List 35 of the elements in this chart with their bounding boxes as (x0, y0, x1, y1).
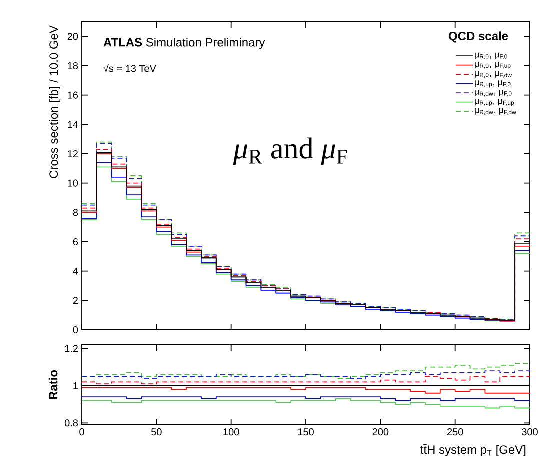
legend-label: μ$_{R,0}$, μ$_{F,up}$ (475, 62, 511, 70)
y-tick-label: 0.8 (64, 420, 78, 427)
y-tick-label: 6 (73, 238, 78, 246)
legend-label: μ$_{R,dw}$, μ$_{F,dw}$ (475, 108, 516, 116)
x-tick-label: 300 (522, 428, 538, 436)
annotation: μ$_{R}$ and μ$_{F}$ (233, 138, 348, 165)
y-tick-label: 20 (68, 33, 78, 40)
y-tick-label: 14 (68, 121, 78, 128)
y-tick-label: 18 (68, 62, 78, 70)
legend-label: μ$_{R,up}$, μ$_{F,up}$ (475, 99, 514, 106)
y-axis-title: Cross section [fb] / 10.0 GeV (49, 26, 60, 178)
y-tick-label: 12 (68, 150, 78, 158)
text: √s = 13 TeV (104, 64, 156, 72)
y-axis-title: Ratio (48, 370, 58, 400)
x-tick-label: 250 (447, 428, 464, 436)
y-tick-label: 4 (73, 268, 78, 275)
x-tick-label: 200 (372, 428, 389, 436)
x-tick-label: 100 (224, 428, 240, 436)
x-axis-title: tt̄H system p$_{T}$ [GeV] (420, 444, 526, 456)
y-tick-label: 16 (68, 92, 78, 99)
y-tick-label: 1.2 (65, 345, 78, 352)
legend-label: μ$_{R,0}$, μ$_{F,0}$ (475, 52, 508, 60)
legend-label: μ$_{R,dw}$, μ$_{F,0}$ (475, 90, 512, 97)
y-tick-label: 0 (73, 326, 78, 334)
x-tick-label: 150 (298, 428, 314, 436)
x-tick-label: 50 (152, 428, 162, 436)
y-tick-label: 1 (74, 382, 78, 390)
y-tick-label: 2 (73, 297, 78, 304)
legend-title: QCD scale (449, 32, 508, 43)
y-tick-label: 8 (73, 209, 78, 216)
legend-label: μ$_{R,0}$, μ$_{F,dw}$ (475, 71, 512, 78)
legend-label: μ$_{R,up}$, μ$_{F,0}$ (475, 80, 511, 88)
x-tick-label: 0 (80, 428, 84, 436)
text: ATLAS Simulation Preliminary (104, 38, 266, 50)
y-tick-label: 10 (68, 180, 78, 187)
